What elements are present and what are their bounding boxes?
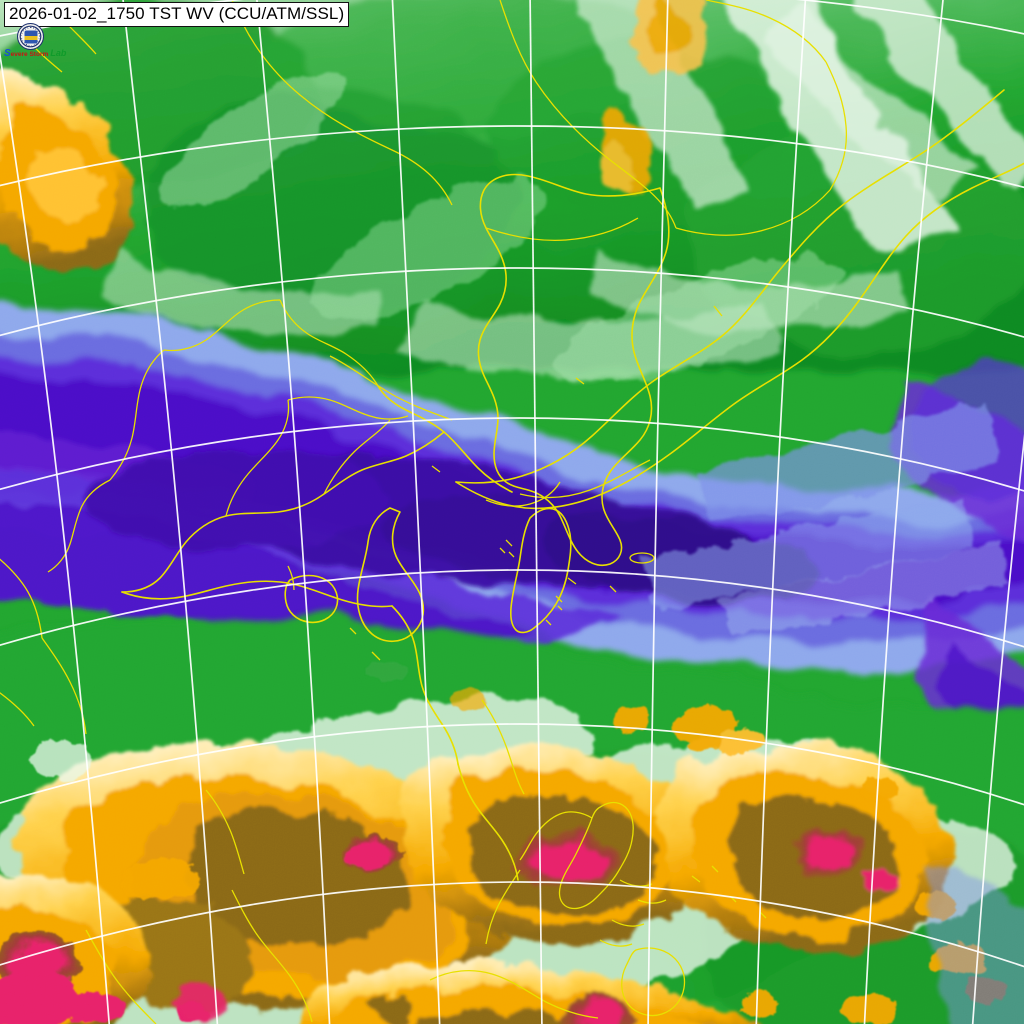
seal-emblem [24, 30, 37, 43]
image-title-label: 2026-01-02_1750 TST WV (CCU/ATM/SSL) [4, 2, 350, 27]
lab-wordmark: Severe Storm Lab [4, 48, 66, 59]
wordmark-severe-storm: evere Storm [10, 51, 49, 58]
university-seal-icon [17, 23, 44, 50]
wordmark-s: S [4, 48, 11, 59]
wordmark-lab: Lab [50, 48, 67, 58]
ccu-severe-storm-lab-logo: Severe Storm Lab [4, 23, 66, 59]
